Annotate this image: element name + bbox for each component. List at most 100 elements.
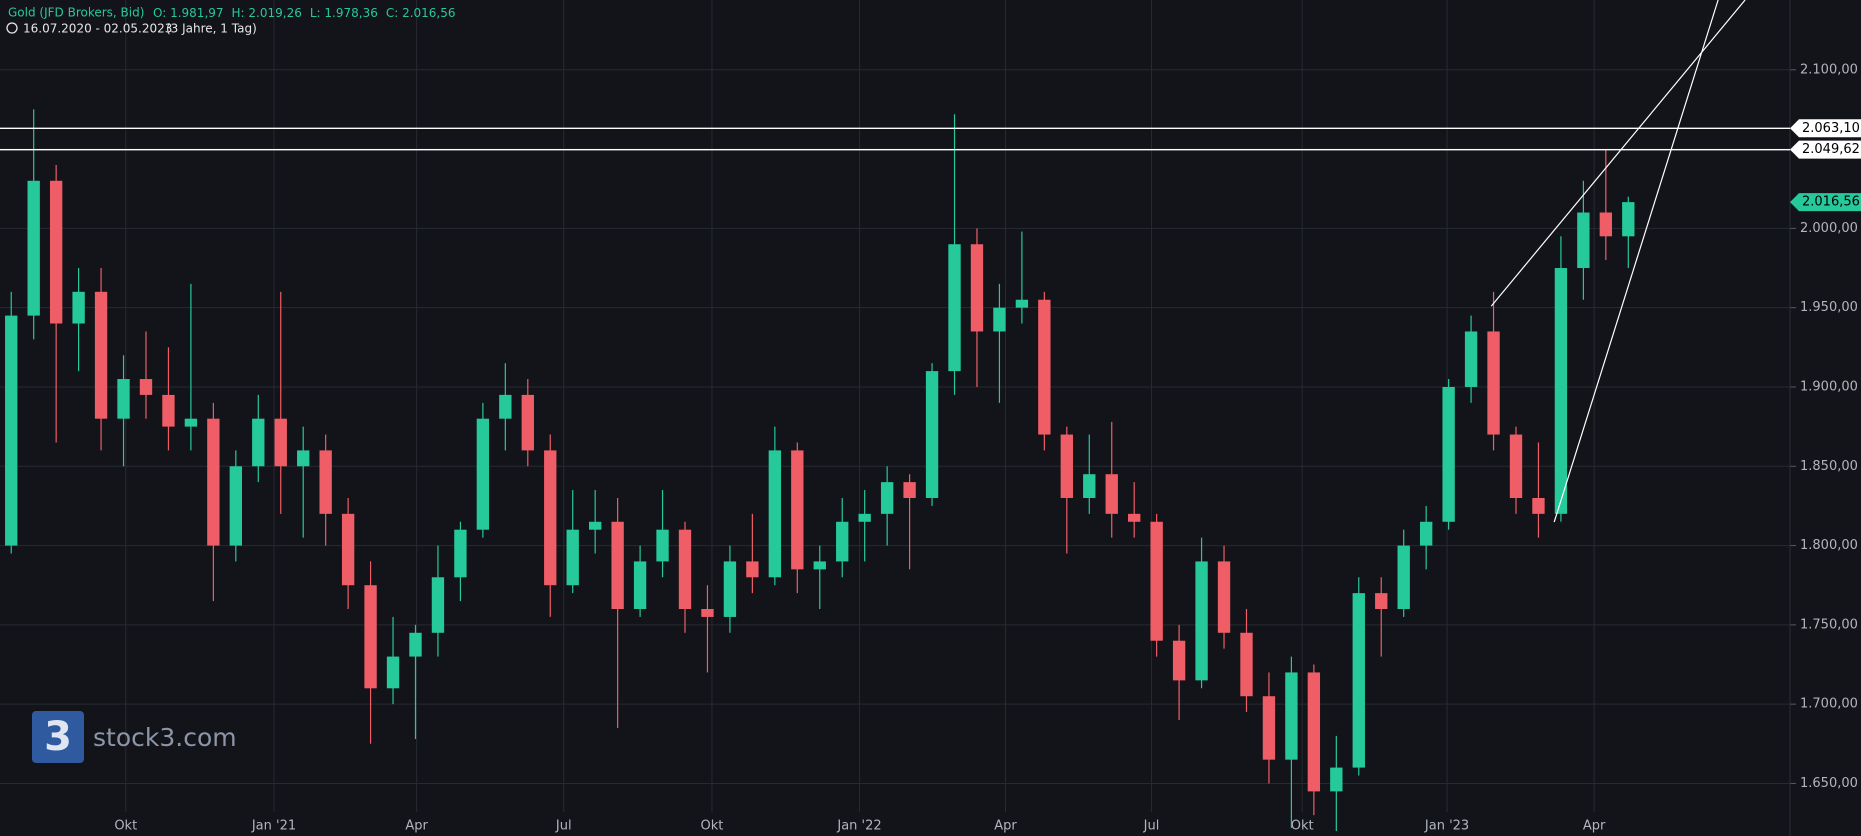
candle-body xyxy=(252,418,265,467)
overlays: 2.063,10 2.049,62 2.016,56 xyxy=(0,0,1861,523)
y-tick-label: 2.100,00 xyxy=(1800,62,1858,77)
x-tick-label: Jan '21 xyxy=(251,819,296,834)
x-tick-label: Apr xyxy=(1583,819,1606,834)
header-values: O: 1.981,97 H: 2.019,26 L: 1.978,36 C: 2.01… xyxy=(153,6,456,20)
x-tick-label: Jul xyxy=(1143,819,1160,834)
candle-body xyxy=(72,291,85,324)
candle-body xyxy=(1015,299,1029,308)
price-tag xyxy=(1790,193,1861,212)
candle-body xyxy=(611,521,624,609)
candle-body xyxy=(409,632,422,657)
candle-body xyxy=(27,180,40,316)
candle-body xyxy=(925,371,939,498)
candle-body xyxy=(1128,513,1141,522)
candle-body xyxy=(723,561,737,617)
candle-body xyxy=(1419,521,1433,546)
candle-body xyxy=(521,394,534,451)
candle-body xyxy=(1060,434,1073,498)
candle-body xyxy=(139,379,153,395)
x-tick-label: Okt xyxy=(114,819,137,834)
candle-body xyxy=(1532,497,1545,514)
logo: 3 xyxy=(44,714,72,760)
candle-body xyxy=(880,482,894,514)
x-tick-label: Jan '22 xyxy=(836,819,881,834)
candle-body xyxy=(94,291,108,419)
candle-body xyxy=(1240,632,1253,697)
candle-body xyxy=(229,466,242,546)
x-tick-label: Apr xyxy=(994,819,1017,834)
candle-body xyxy=(1464,331,1478,387)
header-value: O: 1.981,97 xyxy=(153,6,224,20)
candle-body xyxy=(1083,474,1096,498)
candle-body xyxy=(1442,386,1455,522)
logo-box xyxy=(32,711,84,763)
candle-body xyxy=(117,379,130,419)
x-tick-label: Jan '23 xyxy=(1424,819,1469,834)
candle-body xyxy=(454,529,467,578)
candle-body xyxy=(656,529,669,562)
price-tag-label: 2.049,62 xyxy=(1802,142,1860,157)
candle-body xyxy=(701,609,714,617)
x-tick-label: Okt xyxy=(1291,819,1314,834)
candle-body xyxy=(993,307,1006,332)
candle-body xyxy=(1195,561,1208,681)
y-tick-label: 1.850,00 xyxy=(1800,459,1858,474)
candle-body xyxy=(970,244,984,332)
candle-body xyxy=(813,561,826,570)
header-value: L: 1.978,36 xyxy=(310,6,378,20)
x-tick-label: Apr xyxy=(405,819,428,834)
candle-body xyxy=(903,482,916,498)
y-tick-label: 1.800,00 xyxy=(1800,538,1858,553)
candle-body xyxy=(588,521,602,530)
y-tick-label: 1.750,00 xyxy=(1800,617,1858,632)
y-tick-label: 1.900,00 xyxy=(1800,379,1858,394)
candle-body xyxy=(791,450,804,570)
candle-body xyxy=(768,450,782,578)
x-tick-label: Jul xyxy=(555,819,572,834)
price-tag-label: 2.016,56 xyxy=(1802,195,1860,210)
candle-body xyxy=(5,315,18,546)
subtitle-note: (3 Jahre, 1 Tag) xyxy=(166,22,257,36)
y-tick-label: 2.000,00 xyxy=(1800,221,1858,236)
candle-body xyxy=(678,529,692,609)
price-tag-label: 2.063,10 xyxy=(1802,121,1860,136)
trend-line xyxy=(1553,0,1719,523)
candle-body xyxy=(184,418,198,427)
candle-body xyxy=(1262,696,1276,760)
header-value: H: 2.019,26 xyxy=(232,6,302,20)
candle-body xyxy=(1375,593,1388,609)
candle-body xyxy=(1352,593,1365,768)
trend-line xyxy=(1490,0,1746,307)
candle-body xyxy=(1622,202,1635,237)
candle-body xyxy=(476,418,490,530)
candle-body xyxy=(274,418,287,467)
candle-body xyxy=(566,529,579,586)
watermark: stock3.com xyxy=(93,723,237,752)
candle-body xyxy=(1397,545,1410,609)
candle-body xyxy=(746,561,759,578)
candle-body xyxy=(948,244,961,372)
y-tick-label: 1.700,00 xyxy=(1800,697,1858,712)
candle-body xyxy=(207,418,220,546)
candle-body xyxy=(386,656,400,689)
candle-body xyxy=(1599,212,1613,237)
candle-body xyxy=(1285,672,1298,760)
price-tag xyxy=(1790,140,1861,159)
candle-body xyxy=(1105,474,1118,514)
candle-body xyxy=(1307,672,1321,792)
candle-body xyxy=(858,513,871,522)
candles xyxy=(5,109,1635,832)
candle-body xyxy=(1217,561,1231,633)
candle-body xyxy=(1038,299,1051,435)
chart-title: Gold (JFD Brokers, Bid) xyxy=(8,6,144,20)
header-value: C: 2.016,56 xyxy=(386,6,456,20)
candle-body xyxy=(544,450,557,586)
candle-body xyxy=(319,450,332,514)
candle-body xyxy=(1577,212,1590,269)
candle-body xyxy=(1330,767,1343,792)
candle-body xyxy=(341,513,355,586)
candle-body xyxy=(499,394,512,419)
candle-body xyxy=(1172,640,1186,681)
